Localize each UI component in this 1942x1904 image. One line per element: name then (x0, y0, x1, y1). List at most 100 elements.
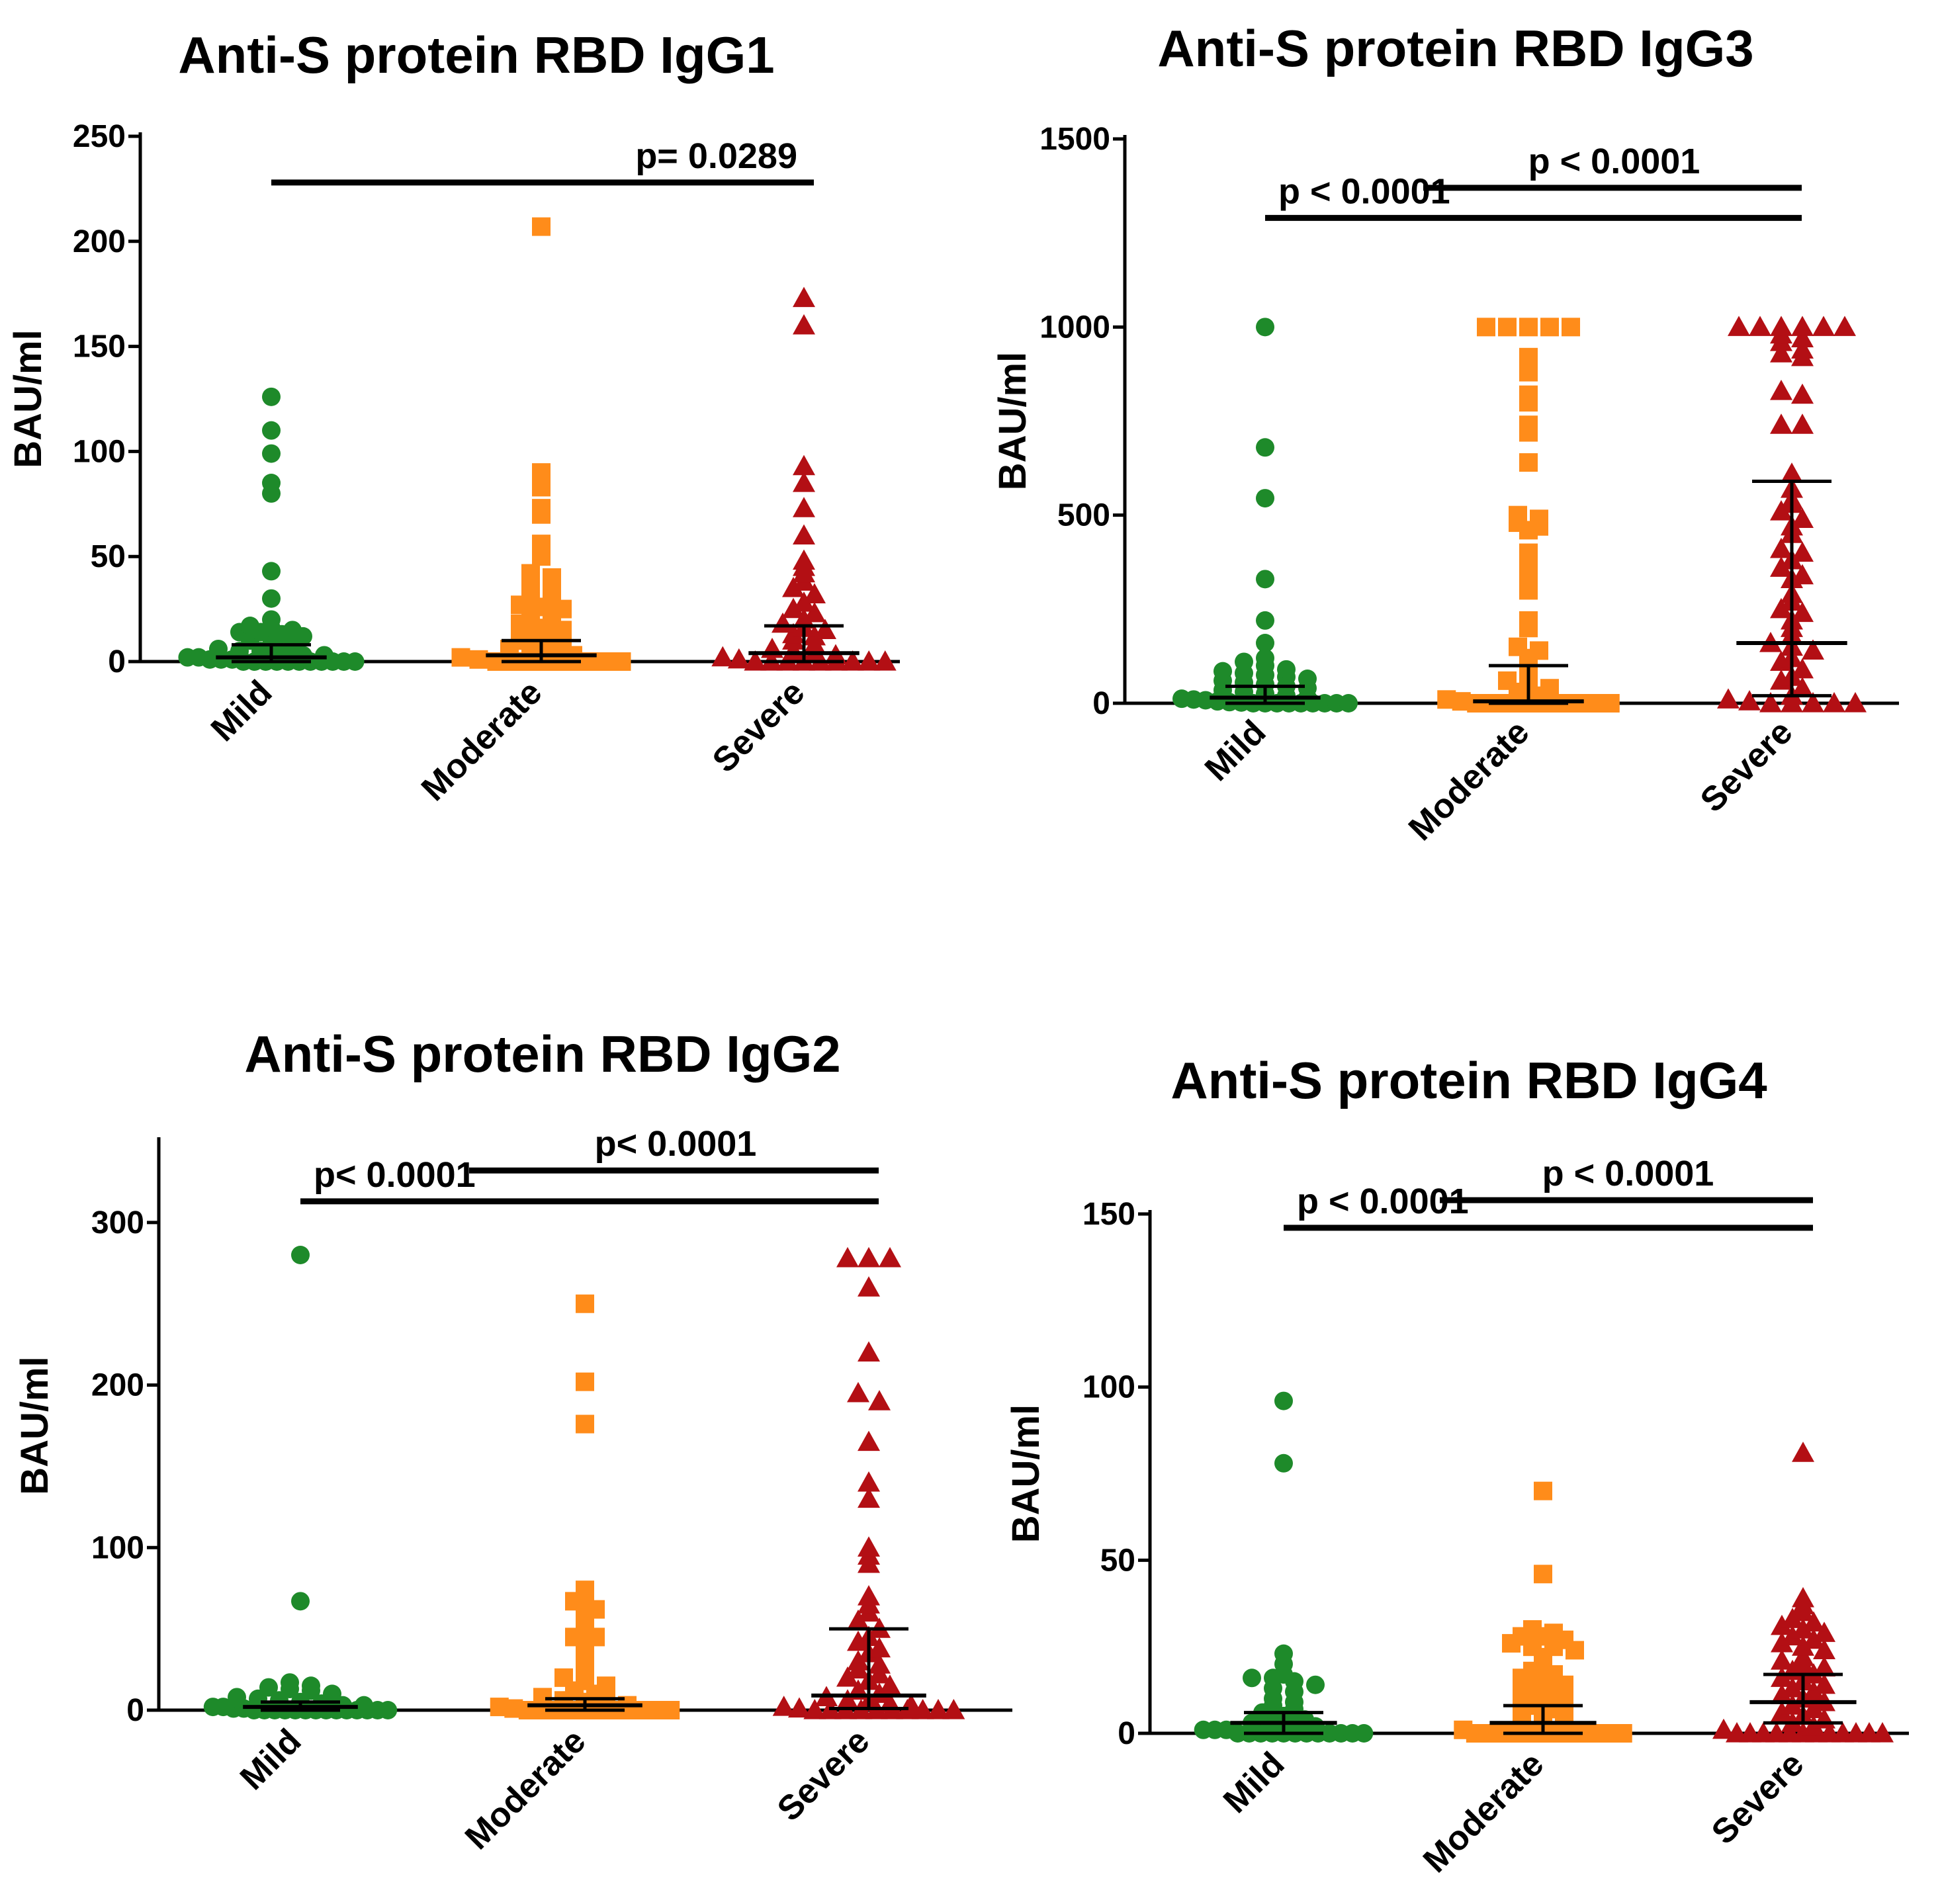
data-point (1256, 648, 1274, 668)
data-point (469, 650, 488, 669)
data-point (1530, 509, 1548, 529)
data-point (1792, 1442, 1814, 1462)
panel-igg4: Anti-S protein RBD IgG4 0 50 100 150 BAU/ml Mi… (1004, 1051, 1909, 1880)
data-point (345, 652, 365, 671)
data-point (1771, 1701, 1793, 1722)
data-point (1509, 637, 1527, 656)
series-moderate (490, 1294, 680, 1719)
data-point (927, 1699, 949, 1719)
data-point (847, 1650, 869, 1670)
data-point (1802, 639, 1824, 660)
data-point (1791, 327, 1814, 347)
data-point (1477, 318, 1495, 337)
data-point (262, 474, 281, 493)
data-point (1770, 556, 1792, 577)
data-point (1759, 692, 1782, 713)
data-point (858, 1585, 880, 1606)
data-point (858, 1341, 880, 1362)
data-point (858, 1536, 880, 1557)
data-point (1519, 453, 1538, 472)
y-tick-label: 0 (108, 644, 126, 679)
data-point (1498, 671, 1517, 690)
data-point (1792, 1645, 1814, 1666)
data-point (879, 1674, 901, 1695)
data-point (1498, 318, 1517, 337)
data-point (323, 1684, 341, 1704)
category-label: Mild (204, 673, 280, 749)
category-label: Severe (705, 673, 813, 780)
data-point (1791, 507, 1814, 528)
series-severe (711, 286, 897, 671)
data-point (1243, 1668, 1261, 1688)
data-point (262, 562, 281, 581)
data-point (836, 1666, 859, 1687)
data-point (1792, 1586, 1814, 1608)
y-tick-label: 100 (1082, 1370, 1135, 1405)
y-tick-label: 0 (1118, 1716, 1135, 1751)
chart-title: Anti-S protein RBD IgG3 (1157, 19, 1753, 77)
category-label: Moderate (1401, 713, 1536, 847)
data-point (1791, 601, 1814, 623)
data-point (1256, 489, 1274, 508)
data-point (1771, 1631, 1793, 1653)
data-point (451, 648, 470, 667)
data-point (793, 286, 815, 308)
data-point (868, 1390, 891, 1410)
data-point (378, 1701, 398, 1719)
data-point (1277, 660, 1296, 679)
data-point (1509, 505, 1527, 525)
y-tick-label: 150 (73, 329, 126, 365)
data-point (788, 1697, 811, 1718)
data-point (1519, 415, 1538, 435)
category-label: Severe (1704, 1745, 1812, 1852)
data-point (803, 625, 826, 646)
data-point (1871, 1722, 1894, 1743)
data-point (868, 1653, 891, 1674)
p-value-label: p< 0.0001 (595, 1124, 757, 1164)
y-tick-label: 0 (1092, 686, 1110, 721)
data-point (1813, 1639, 1835, 1659)
data-point (711, 646, 734, 667)
data-point (1235, 652, 1253, 671)
data-point (1519, 347, 1538, 367)
category-label: Moderate (458, 1721, 593, 1856)
data-point (1712, 1718, 1735, 1739)
data-point (1792, 1635, 1814, 1656)
p-value-label: p= 0.0289 (635, 136, 797, 176)
data-point (1519, 611, 1538, 630)
data-point (772, 612, 794, 633)
y-tick-label: 150 (1082, 1197, 1135, 1232)
data-point (262, 421, 281, 440)
data-point (841, 650, 864, 671)
category-label: Moderate (1416, 1745, 1551, 1880)
data-point (782, 623, 805, 644)
data-point (1354, 1724, 1374, 1743)
data-point (1823, 692, 1845, 713)
data-point (803, 601, 826, 623)
data-point (1770, 380, 1792, 400)
data-point (543, 568, 561, 587)
y-axis-label: BAU/ml (13, 1356, 56, 1494)
data-point (262, 387, 281, 406)
data-point (521, 564, 540, 583)
y-tick-label: 200 (91, 1368, 144, 1403)
data-point (1749, 316, 1771, 336)
data-point (942, 1699, 965, 1719)
y-tick-label: 50 (91, 539, 126, 574)
data-point (879, 1246, 901, 1268)
data-point (1791, 413, 1814, 434)
data-point (847, 1609, 869, 1630)
data-point (1540, 318, 1559, 337)
data-point (532, 217, 551, 236)
data-point (1519, 318, 1538, 337)
data-point (259, 1678, 278, 1697)
data-point (727, 648, 750, 669)
y-tick-label: 250 (73, 119, 126, 154)
series-moderate (451, 217, 631, 671)
data-point (1256, 611, 1274, 630)
y-tick-label: 100 (73, 434, 126, 469)
data-point (1770, 413, 1792, 434)
data-point (1274, 1644, 1293, 1663)
data-point (283, 621, 302, 640)
p-value-label: p< 0.0001 (314, 1155, 476, 1195)
